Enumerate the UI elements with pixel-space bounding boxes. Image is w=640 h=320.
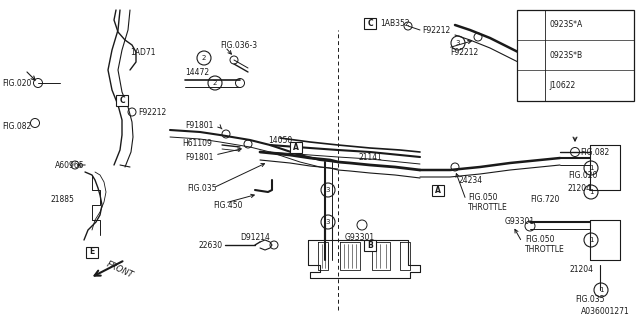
Text: 1AB352: 1AB352 [380,19,410,28]
Text: FIG.020: FIG.020 [568,171,597,180]
Text: 1: 1 [589,165,593,171]
Text: FIG.020: FIG.020 [2,78,31,87]
Text: 1: 1 [589,237,593,243]
Text: 21204: 21204 [568,183,592,193]
Text: FIG.720: FIG.720 [530,196,559,204]
Text: 14050: 14050 [268,135,292,145]
Text: 2: 2 [529,52,533,58]
Bar [364,18,376,28]
Text: 1: 1 [599,287,604,293]
Text: 1AD71: 1AD71 [130,47,156,57]
Text: G93301: G93301 [505,218,535,227]
Text: 22630: 22630 [198,241,222,250]
Text: 21141: 21141 [358,153,382,162]
Text: C: C [119,95,125,105]
Text: 1: 1 [589,189,593,195]
Text: FIG.035: FIG.035 [575,295,605,305]
Text: 3: 3 [326,219,330,225]
Text: F91801: F91801 [185,121,213,130]
Text: F92212: F92212 [422,26,451,35]
Text: FIG.082: FIG.082 [580,148,609,156]
Text: B: B [367,241,373,250]
Text: FIG.050: FIG.050 [525,236,554,244]
Text: 3: 3 [529,83,533,89]
Text: FIG.050: FIG.050 [468,194,497,203]
Text: A: A [435,186,441,195]
Text: 3: 3 [456,40,460,46]
Text: A036001271: A036001271 [581,308,630,316]
Text: 2: 2 [213,80,217,86]
Text: 0923S*B: 0923S*B [549,51,582,60]
Text: A: A [293,142,299,151]
Bar [364,239,376,251]
Bar [86,246,98,258]
Bar [517,10,634,101]
Text: 3: 3 [326,187,330,193]
Text: F91801: F91801 [185,153,213,162]
Text: FIG.082: FIG.082 [2,122,31,131]
Text: FIG.035: FIG.035 [187,183,216,193]
Text: 1: 1 [529,22,533,28]
Bar [290,141,302,153]
Text: E: E [90,247,95,257]
Text: FIG.036-3: FIG.036-3 [220,41,257,50]
Text: 14472: 14472 [185,68,209,76]
Text: 24234: 24234 [458,175,482,185]
Text: F92212: F92212 [138,108,166,116]
Text: H61109: H61109 [182,139,212,148]
Text: G93301: G93301 [345,234,375,243]
Text: THROTTLE: THROTTLE [468,203,508,212]
Text: D91214: D91214 [240,233,270,242]
Text: A60965: A60965 [55,161,84,170]
Bar [432,185,444,196]
Text: 21204: 21204 [570,266,594,275]
Text: FRONT: FRONT [105,260,135,280]
Text: THROTTLE: THROTTLE [525,245,564,254]
Bar [116,94,128,106]
Text: 21885: 21885 [50,196,74,204]
Text: F92212: F92212 [450,47,478,57]
Text: J10622: J10622 [549,81,575,90]
Text: 2: 2 [202,55,206,61]
Text: C: C [367,19,373,28]
Text: 0923S*A: 0923S*A [549,20,582,29]
Text: FIG.450: FIG.450 [213,201,243,210]
Text: 99081: 99081 [540,60,564,69]
